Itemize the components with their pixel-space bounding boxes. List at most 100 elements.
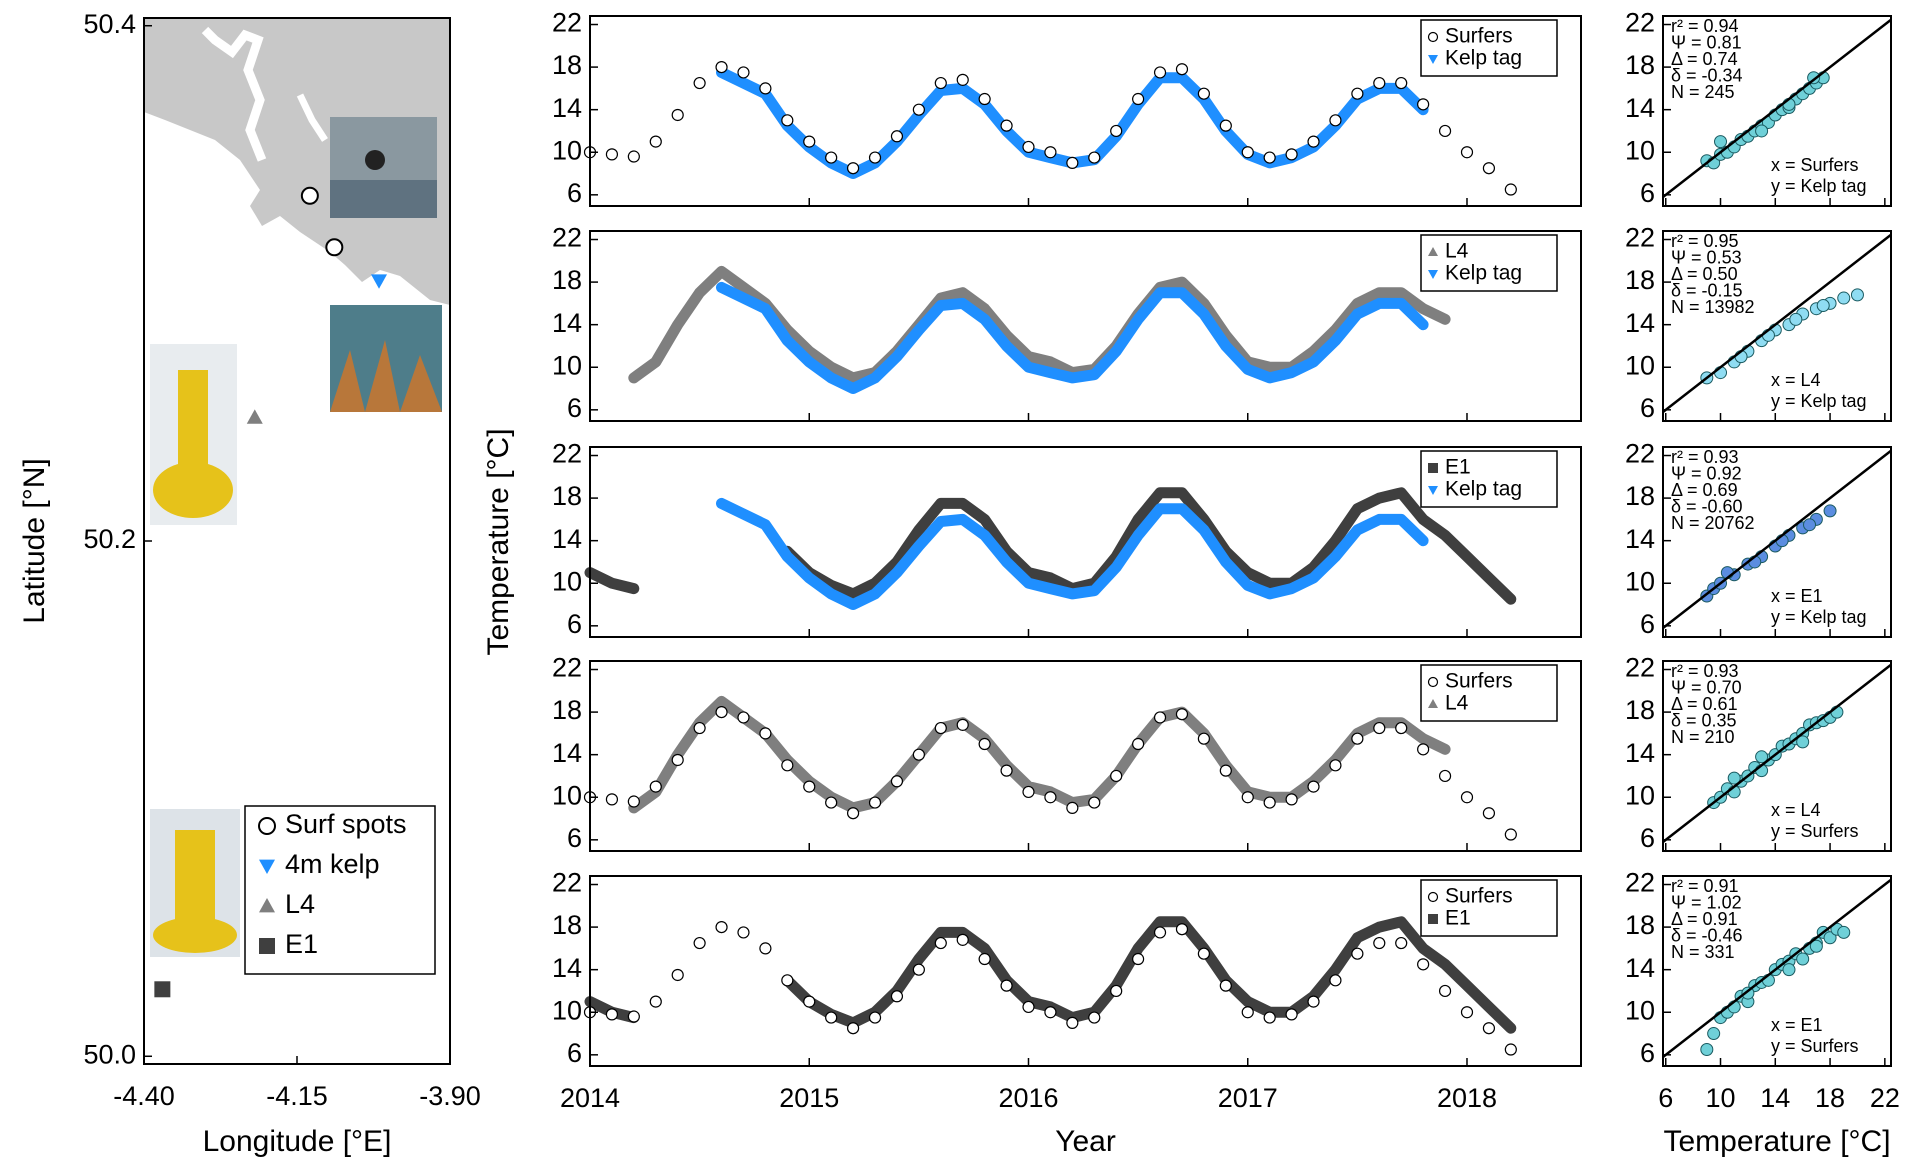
stat-label: Δ = 0.61	[1671, 694, 1738, 714]
legend-box	[1420, 234, 1558, 292]
marker	[868, 151, 882, 164]
marker	[846, 807, 860, 820]
marker	[371, 274, 388, 289]
y-tick-label: 10	[1625, 780, 1655, 810]
x-tick-label: -4.40	[113, 1081, 175, 1111]
marker	[934, 76, 947, 90]
marker	[649, 780, 662, 793]
y-tick-label: 22	[1625, 223, 1655, 253]
marker	[759, 82, 772, 95]
legend-marker	[1427, 891, 1439, 903]
stat-label: Δ = 0.50	[1671, 264, 1738, 284]
plot-frame	[1662, 230, 1892, 422]
axes-note: x = E1	[1771, 1015, 1823, 1035]
marker	[825, 151, 838, 164]
stat-label: Δ = 0.74	[1671, 49, 1738, 69]
legend-marker	[1427, 676, 1439, 688]
y-tick-label: 10	[1625, 566, 1655, 596]
series-band	[716, 281, 1429, 394]
plot-frame	[589, 875, 1582, 1067]
stat-label: δ = -0.34	[1671, 65, 1743, 85]
legend-label: L4	[285, 889, 315, 919]
marker	[1066, 801, 1079, 814]
x-tick-label: 2017	[1218, 1083, 1278, 1113]
y-tick-label: 22	[552, 653, 582, 683]
marker	[912, 963, 925, 976]
marker	[1000, 979, 1013, 992]
marker	[1153, 926, 1167, 939]
marker	[1241, 791, 1254, 804]
legend-marker	[259, 898, 275, 913]
stat-label: Ψ = 0.81	[1671, 32, 1742, 52]
marker	[912, 748, 925, 761]
marker	[846, 162, 860, 175]
marker	[1504, 183, 1517, 196]
y-tick-label: 14	[552, 308, 582, 338]
x-tick-label: -3.90	[419, 1081, 481, 1111]
marker	[1285, 1008, 1298, 1021]
marker	[671, 753, 684, 767]
identity-line	[1662, 663, 1892, 843]
marker	[912, 103, 925, 116]
stat-label: Ψ = 0.53	[1671, 247, 1742, 267]
y-tick-label: 10	[1625, 995, 1655, 1025]
scatter-point	[1837, 291, 1851, 305]
photo-buoy-e1-float	[153, 917, 237, 953]
marker	[868, 796, 882, 809]
plot-frame	[589, 446, 1582, 638]
marker	[1219, 979, 1232, 992]
marker	[759, 942, 772, 955]
marker	[956, 718, 969, 731]
axes-note: y = Surfers	[1771, 821, 1859, 841]
stat-label: Ψ = 0.70	[1671, 677, 1742, 697]
scatter-point	[1850, 288, 1864, 302]
marker	[1373, 721, 1386, 735]
legend-marker	[258, 817, 276, 835]
marker	[1351, 947, 1364, 960]
land	[144, 18, 450, 305]
marker	[737, 711, 750, 724]
y-tick-label: 22	[1625, 439, 1655, 469]
marker	[671, 968, 684, 982]
x-tick-label: 22	[1870, 1083, 1900, 1113]
legend-label: E1	[1445, 907, 1471, 930]
scatter-point	[1727, 771, 1741, 785]
marker	[1504, 1043, 1517, 1056]
plot-frame	[589, 230, 1582, 422]
marker	[868, 1011, 882, 1024]
legend-label: Surfers	[1445, 670, 1513, 693]
marker	[1153, 66, 1167, 79]
series-band	[716, 497, 1429, 610]
photo-buoy-e1-body	[175, 830, 215, 930]
marker	[825, 1011, 838, 1024]
axes-note: x = Surfers	[1771, 155, 1859, 175]
scatter-point	[1782, 963, 1796, 977]
scatter-point	[1755, 124, 1769, 138]
marker	[1351, 732, 1364, 745]
marker	[1438, 769, 1452, 783]
y-tick-label: 14	[552, 738, 582, 768]
marker	[956, 933, 969, 946]
marker	[803, 995, 816, 1008]
stat-label: r² = 0.95	[1671, 231, 1739, 251]
marker	[1504, 828, 1517, 841]
marker	[1088, 1011, 1101, 1024]
stat-label: δ = -0.46	[1671, 925, 1743, 945]
x-tick-label: 2016	[998, 1083, 1058, 1113]
marker	[1175, 63, 1189, 76]
y-tick-label: 6	[1640, 609, 1655, 639]
stat-label: N = 210	[1671, 727, 1735, 747]
stat-label: N = 13982	[1671, 297, 1755, 317]
marker	[1329, 974, 1342, 987]
legend-label: 4m kelp	[285, 849, 380, 879]
marker	[1263, 1011, 1276, 1024]
y-tick-label: 22	[552, 868, 582, 898]
marker	[781, 974, 794, 987]
y-tick-label: 18	[552, 50, 582, 80]
marker	[1175, 708, 1189, 721]
stat-label: r² = 0.93	[1671, 661, 1739, 681]
y-tick-label: 6	[1640, 393, 1655, 423]
plot-frame	[1662, 446, 1892, 638]
legend-marker	[259, 938, 275, 954]
identity-line	[1662, 878, 1892, 1058]
